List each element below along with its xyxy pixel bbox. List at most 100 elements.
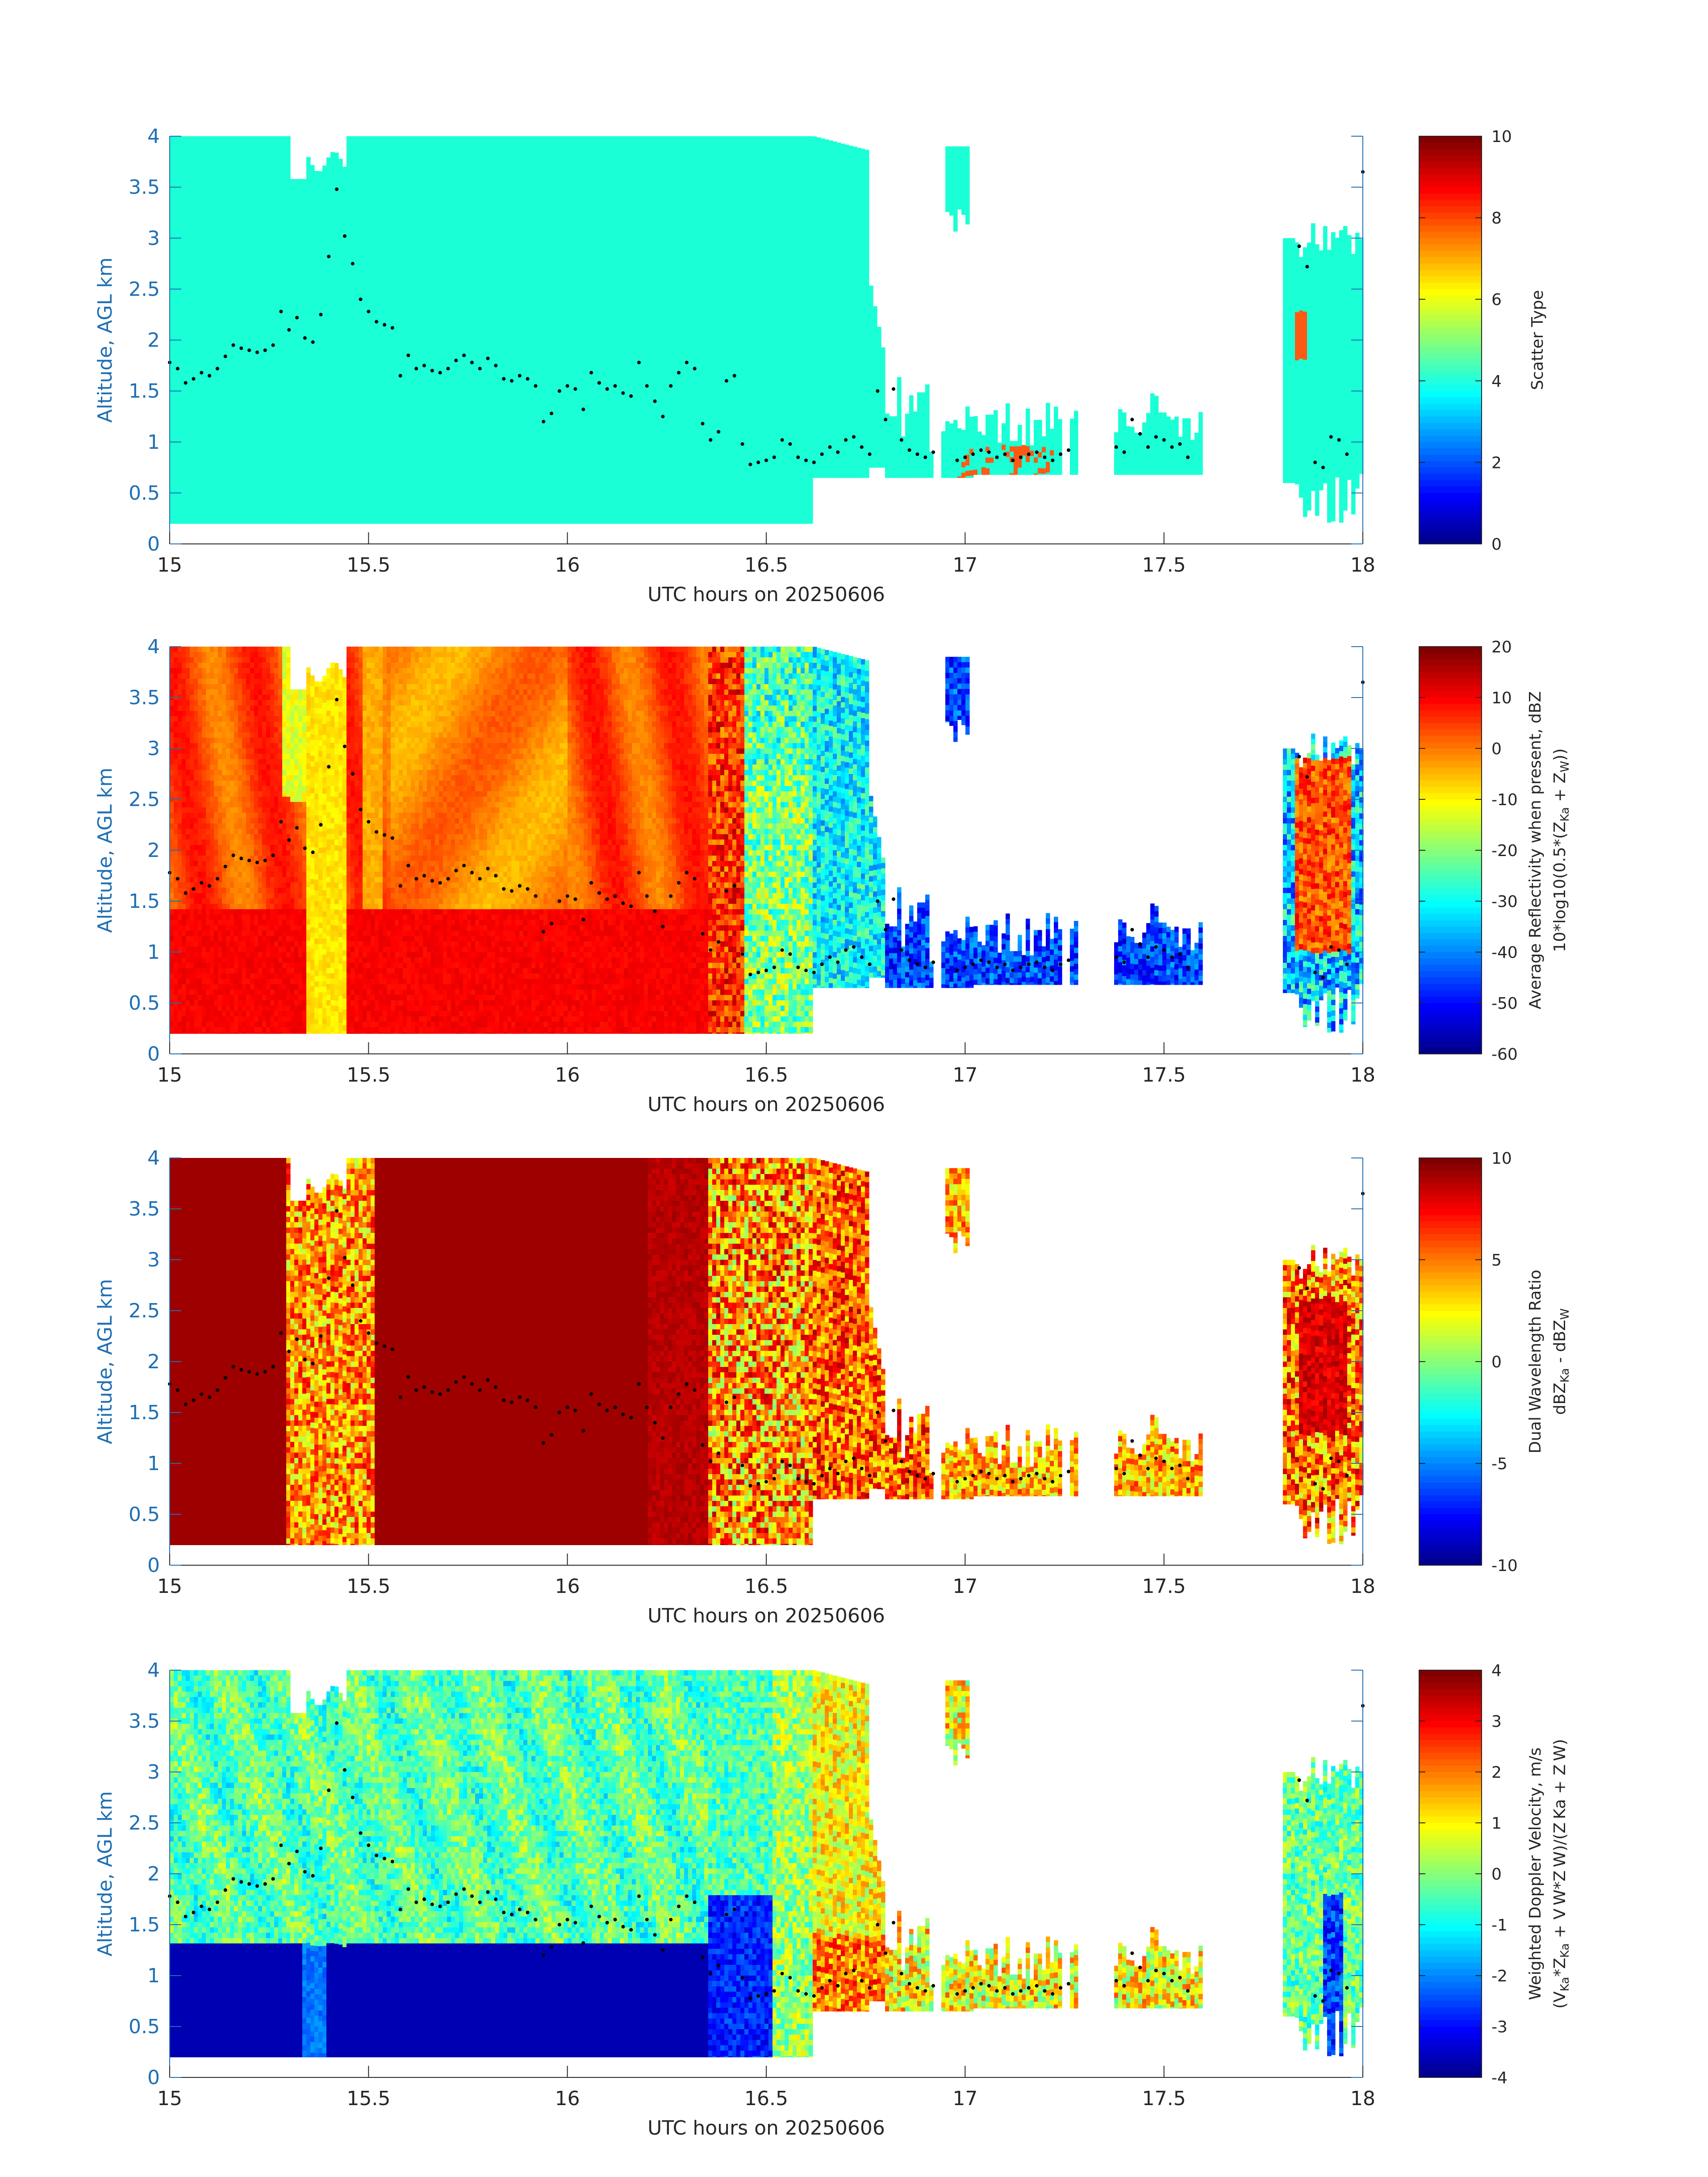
heat-cell xyxy=(246,227,251,233)
heat-cell xyxy=(198,233,202,238)
heat-cell xyxy=(174,361,178,367)
heat-cell xyxy=(178,479,182,485)
heat-cell xyxy=(230,404,234,410)
heat-cell xyxy=(218,490,222,496)
heat-cell xyxy=(182,442,186,447)
heat-cell xyxy=(266,442,271,447)
heat-cell xyxy=(266,447,271,453)
heat-cell xyxy=(234,136,238,142)
heat-cell xyxy=(182,147,186,153)
heat-cell xyxy=(174,442,178,447)
heat-cell xyxy=(222,318,226,324)
heat-cell xyxy=(234,436,238,442)
heat-cell xyxy=(246,383,251,389)
heat-cell xyxy=(230,356,234,362)
heat-cell xyxy=(194,276,198,281)
heat-cell xyxy=(222,377,226,383)
heat-cell xyxy=(250,377,255,383)
heat-cell xyxy=(190,297,194,303)
heat-cell xyxy=(254,302,259,308)
heat-cell xyxy=(266,420,271,426)
heat-cell xyxy=(194,142,198,147)
heat-cell xyxy=(246,474,251,480)
heat-cell xyxy=(206,233,210,238)
heat-cell xyxy=(250,158,255,163)
heat-cell xyxy=(198,211,202,217)
heat-cell xyxy=(250,302,255,308)
heat-cell xyxy=(254,259,259,265)
heat-cell xyxy=(234,506,238,512)
heat-cell xyxy=(178,313,182,319)
heat-cell xyxy=(230,286,234,292)
heat-cell xyxy=(170,436,174,442)
heat-cell xyxy=(182,308,186,313)
heat-cell xyxy=(266,168,271,174)
heat-cell xyxy=(246,286,251,292)
heat-cell xyxy=(226,136,230,142)
heat-cell xyxy=(226,345,230,351)
heat-cell xyxy=(186,436,190,442)
heat-cell xyxy=(206,517,210,522)
heat-cell xyxy=(230,399,234,405)
heat-cell xyxy=(226,479,230,485)
heat-cell xyxy=(214,506,218,512)
heat-cell xyxy=(206,292,210,297)
heat-cell xyxy=(226,292,230,297)
heat-cell xyxy=(194,426,198,431)
heat-cell xyxy=(214,158,218,163)
heat-cell xyxy=(234,227,238,233)
heat-cell xyxy=(186,372,190,378)
heat-cell xyxy=(262,190,267,196)
heat-cell xyxy=(178,431,182,437)
heat-cell xyxy=(230,142,234,147)
heat-cell xyxy=(182,431,186,437)
heat-cell xyxy=(210,152,214,158)
heat-cell xyxy=(182,270,186,276)
heat-cell xyxy=(174,356,178,362)
heat-cell xyxy=(258,163,263,169)
heat-cell xyxy=(170,334,174,340)
heat-cell xyxy=(178,142,182,147)
heat-cell xyxy=(210,345,214,351)
heat-cell xyxy=(194,259,198,265)
heat-cell xyxy=(210,367,214,372)
heat-cell xyxy=(170,217,174,222)
heat-cell xyxy=(218,281,222,287)
heat-cell xyxy=(198,147,202,153)
heat-cell xyxy=(190,179,194,185)
heat-cell xyxy=(238,265,242,271)
heat-cell xyxy=(270,361,275,367)
heat-cell xyxy=(202,254,206,260)
heat-cell xyxy=(254,517,259,522)
heat-cell xyxy=(210,136,214,142)
heat-cell xyxy=(174,302,178,308)
heat-cell xyxy=(210,356,214,362)
heat-cell xyxy=(202,292,206,297)
heat-cell xyxy=(182,404,186,410)
heat-cell xyxy=(174,318,178,324)
heat-cell xyxy=(262,324,267,330)
heat-cell xyxy=(202,506,206,512)
heat-cell xyxy=(202,340,206,346)
heat-cell xyxy=(266,367,271,372)
heat-cell xyxy=(210,479,214,485)
heat-cell xyxy=(226,361,230,367)
heat-cell xyxy=(226,522,230,524)
heat-cell xyxy=(230,227,234,233)
heat-cell xyxy=(254,201,259,206)
heat-cell xyxy=(198,158,202,163)
heat-cell xyxy=(178,474,182,480)
heat-cell xyxy=(250,436,255,442)
heat-cell xyxy=(182,324,186,330)
heat-cell xyxy=(218,409,222,415)
heat-cell xyxy=(226,436,230,442)
heat-cell xyxy=(194,184,198,190)
heat-cell xyxy=(218,452,222,458)
heat-cell xyxy=(218,501,222,506)
heat-cell xyxy=(258,201,263,206)
heat-cell xyxy=(254,356,259,362)
heat-cell xyxy=(198,511,202,517)
heat-cell xyxy=(206,281,210,287)
heat-cell xyxy=(238,447,242,453)
heat-cell xyxy=(254,426,259,431)
